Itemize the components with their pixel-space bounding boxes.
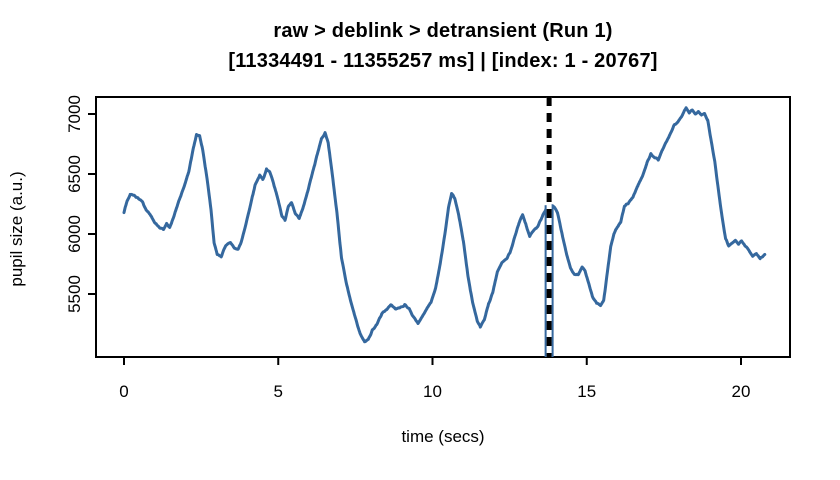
x-tick-label: 0: [119, 382, 128, 401]
chart-title-block: raw > deblink > detransient (Run 1) [113…: [46, 16, 840, 76]
x-axis-label: time (secs): [401, 427, 485, 446]
chart-title: raw > deblink > detransient (Run 1): [273, 20, 613, 42]
chart-subtitle: [11334491 - 11355257 ms] | [index: 1 - 2…: [228, 50, 658, 72]
y-tick-label: 7000: [65, 95, 84, 133]
x-tick-label: 5: [274, 382, 283, 401]
x-tick-label: 15: [577, 382, 596, 401]
y-tick-label: 5500: [65, 275, 84, 313]
y-tick-label: 6500: [65, 155, 84, 193]
x-tick-label: 10: [423, 382, 442, 401]
x-tick-label: 20: [732, 382, 751, 401]
plot-frame: [95, 96, 791, 358]
y-tick-label: 6000: [65, 215, 84, 253]
pupil-trace-line: [122, 106, 767, 344]
